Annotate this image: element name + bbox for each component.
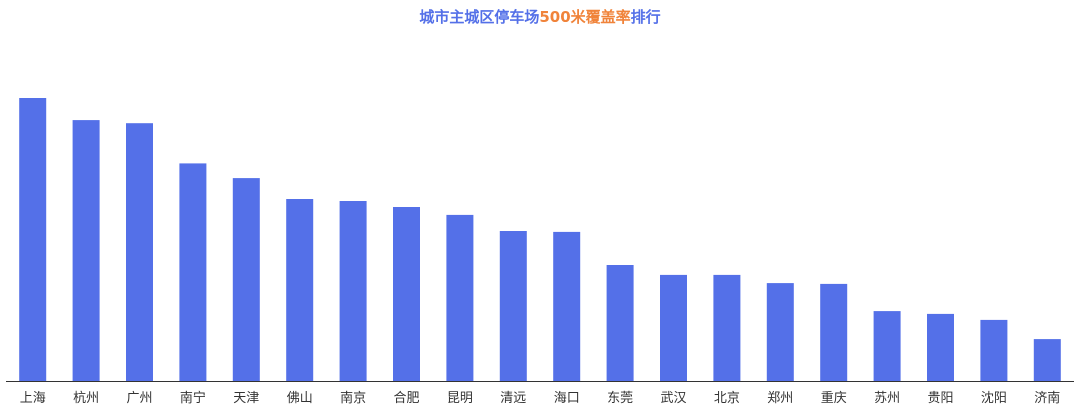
x-tick-label: 武汉 (660, 391, 686, 406)
bar-海口 (553, 231, 581, 381)
x-tick-label: 苏州 (874, 390, 900, 406)
x-tick-label: 贵阳 (927, 391, 953, 406)
bar-东莞 (606, 265, 634, 381)
x-tick-label: 清远 (500, 391, 526, 406)
x-tick-label: 昆明 (447, 391, 473, 406)
bar-南京 (339, 201, 367, 381)
bar-合肥 (393, 207, 420, 381)
x-tick-label: 郑州 (767, 391, 793, 406)
chart-title-part: 500米覆盖率 (539, 8, 631, 26)
bar-上海 (19, 98, 47, 381)
x-tick-label: 广州 (126, 391, 152, 406)
bar-杭州 (72, 120, 100, 381)
x-tick-label: 合肥 (393, 391, 419, 406)
x-tick-label: 杭州 (73, 391, 99, 406)
bar-郑州 (766, 283, 794, 381)
x-tick-label: 天津 (233, 391, 259, 406)
x-tick-label: 重庆 (821, 390, 847, 406)
chart-title-part: 城市主城区停车场 (419, 8, 540, 26)
chart-title-part: 排行 (630, 8, 661, 26)
x-tick-label: 佛山 (287, 391, 313, 406)
x-tick-label: 东莞 (607, 391, 633, 406)
bar-南宁 (179, 163, 207, 381)
bar-佛山 (286, 199, 314, 381)
x-tick-label: 北京 (714, 391, 740, 406)
bar-北京 (713, 274, 741, 381)
x-tick-label: 南宁 (180, 390, 206, 406)
bar-武汉 (660, 274, 687, 381)
x-tick-label: 海口 (554, 391, 580, 406)
bar-天津 (232, 178, 260, 381)
bar-重庆 (820, 283, 848, 381)
x-tick-label: 沈阳 (981, 391, 1007, 406)
x-tick-label: 上海 (20, 391, 46, 406)
bar-昆明 (446, 214, 474, 381)
x-tick-label: 济南 (1034, 390, 1060, 406)
x-tick-label: 南京 (340, 390, 366, 406)
bar-济南 (1033, 339, 1061, 381)
chart-title: 城市主城区停车场500米覆盖率排行 (0, 6, 1080, 27)
bar-沈阳 (980, 319, 1008, 381)
bar-苏州 (873, 311, 901, 381)
bar-贵阳 (927, 313, 954, 381)
bar-广州 (126, 123, 153, 381)
bar-清远 (499, 231, 527, 381)
